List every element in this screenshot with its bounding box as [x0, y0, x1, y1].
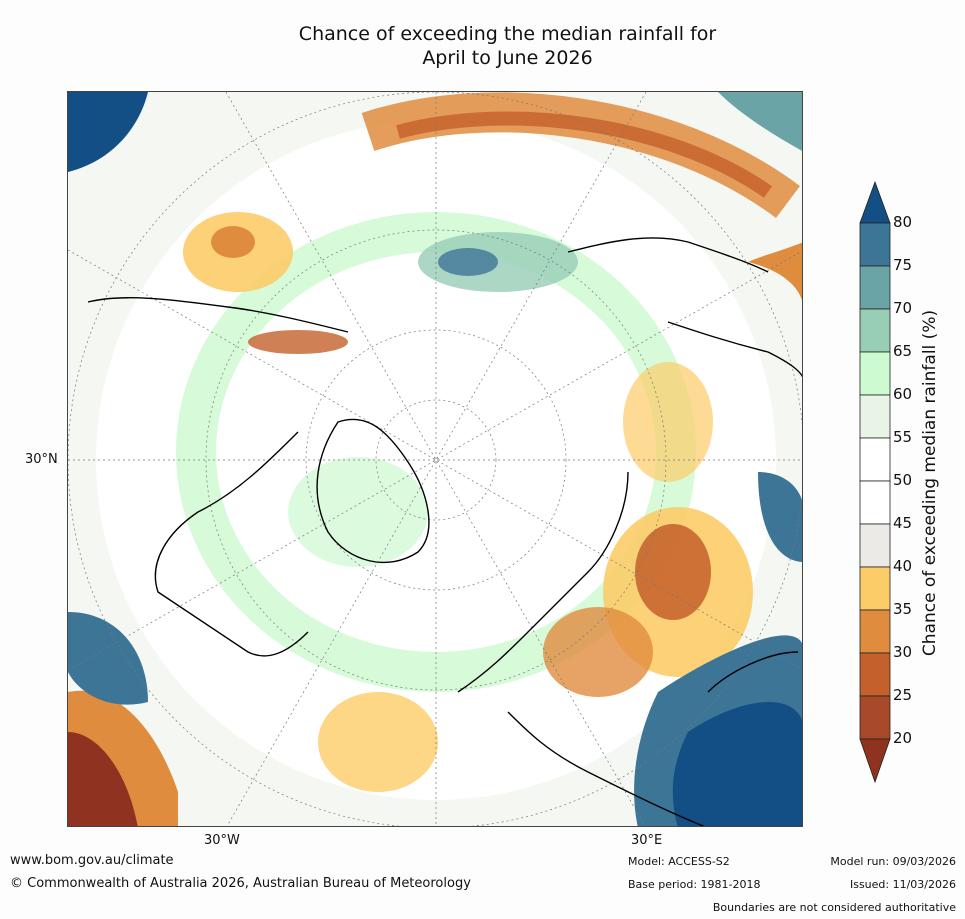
- europe-coast: [457, 471, 629, 693]
- colorbar-tick-label: 55: [893, 428, 913, 446]
- latitude-label: 30°N: [25, 452, 58, 467]
- blue-region-atlantic: [68, 612, 148, 705]
- colorbar-segment: [859, 652, 891, 697]
- dark-region-southwest: [68, 732, 138, 826]
- orange-region-atlantic: [318, 692, 438, 792]
- colorbar-segment: [859, 437, 891, 482]
- colorbar-segments: [859, 180, 891, 784]
- colorbar-segment: [859, 566, 891, 611]
- orange-blob-1-core: [211, 226, 255, 258]
- colorbar-tick-label: 40: [893, 557, 913, 575]
- green-region-greenland: [288, 457, 428, 567]
- colorbar-tick-label: 20: [893, 729, 913, 747]
- orange-region-siberia: [623, 362, 713, 482]
- orange-region-central-asia: [543, 607, 653, 697]
- coastlines: [87, 237, 802, 826]
- colorbar-title: Chance of exceeding median rainfall (%): [920, 309, 940, 657]
- website-text: www.bom.gov.au/climate: [10, 853, 174, 868]
- model-run-text: Model run: 09/03/2026: [830, 855, 956, 868]
- colorbar: [859, 180, 891, 784]
- colorbar-arrow-top: [859, 180, 891, 224]
- dark-orange-region-asia: [635, 524, 711, 620]
- colorbar-segment: [859, 222, 891, 267]
- colorbar-tick-label: 30: [893, 643, 913, 661]
- graticule: [68, 92, 802, 826]
- colorbar-tick-label: 75: [893, 256, 913, 274]
- colorbar-segment: [859, 308, 891, 353]
- colorbar-segment: [859, 695, 891, 740]
- colorbar-segment: [859, 523, 891, 568]
- model-text: Model: ACCESS-S2: [628, 855, 730, 868]
- colorbar-tick-label: 25: [893, 686, 913, 704]
- colorbar-tick-label: 45: [893, 514, 913, 532]
- map-svg: [68, 92, 802, 826]
- colorbar-tick-label: 60: [893, 385, 913, 403]
- alaska-coast: [87, 297, 349, 333]
- north-america-coast: [154, 431, 309, 657]
- copyright-text: © Commonwealth of Australia 2026, Austra…: [10, 876, 471, 891]
- greenland-coast: [316, 418, 430, 564]
- longitude-label-west: 30°W: [204, 833, 240, 848]
- chukotka-coast: [567, 237, 769, 273]
- colorbar-tick-label: 35: [893, 600, 913, 618]
- colorbar-tick-label: 80: [893, 213, 913, 231]
- dark-orange-arc-north: [396, 111, 773, 198]
- blue-region-east: [758, 472, 802, 562]
- base-period-text: Base period: 1981-2018: [628, 878, 761, 891]
- longitude-label-east: 30°E: [631, 833, 663, 848]
- colorbar-segment: [859, 394, 891, 439]
- siberia-coast: [667, 321, 802, 378]
- colorbar-segment: [859, 609, 891, 654]
- colorbar-tick-label: 70: [893, 299, 913, 317]
- orange-region-east: [748, 242, 802, 301]
- orange-blob-2: [248, 330, 348, 354]
- teal-region-northeast: [718, 92, 802, 151]
- title-line-2: April to June 2026: [422, 47, 593, 69]
- title-line-1: Chance of exceeding the median rainfall …: [298, 23, 717, 45]
- colorbar-arrow-bottom: [859, 738, 891, 784]
- colorbar-tick-label: 65: [893, 342, 913, 360]
- colorbar-tick-label: 50: [893, 471, 913, 489]
- colorbar-segment: [859, 480, 891, 525]
- blue-region-pacific: [672, 702, 802, 826]
- polar-map: [67, 91, 803, 827]
- east-asia-coast: [707, 651, 799, 693]
- map-title: Chance of exceeding the median rainfall …: [0, 22, 965, 70]
- disclaimer-text: Boundaries are not considered authoritat…: [712, 901, 956, 914]
- colorbar-segment: [859, 351, 891, 396]
- colorbar-segment: [859, 265, 891, 310]
- issued-text: Issued: 11/03/2026: [849, 878, 956, 891]
- blue-region-northwest: [68, 92, 148, 172]
- blue-region-pacific-north: [438, 248, 498, 276]
- mediterranean-coast: [507, 711, 705, 826]
